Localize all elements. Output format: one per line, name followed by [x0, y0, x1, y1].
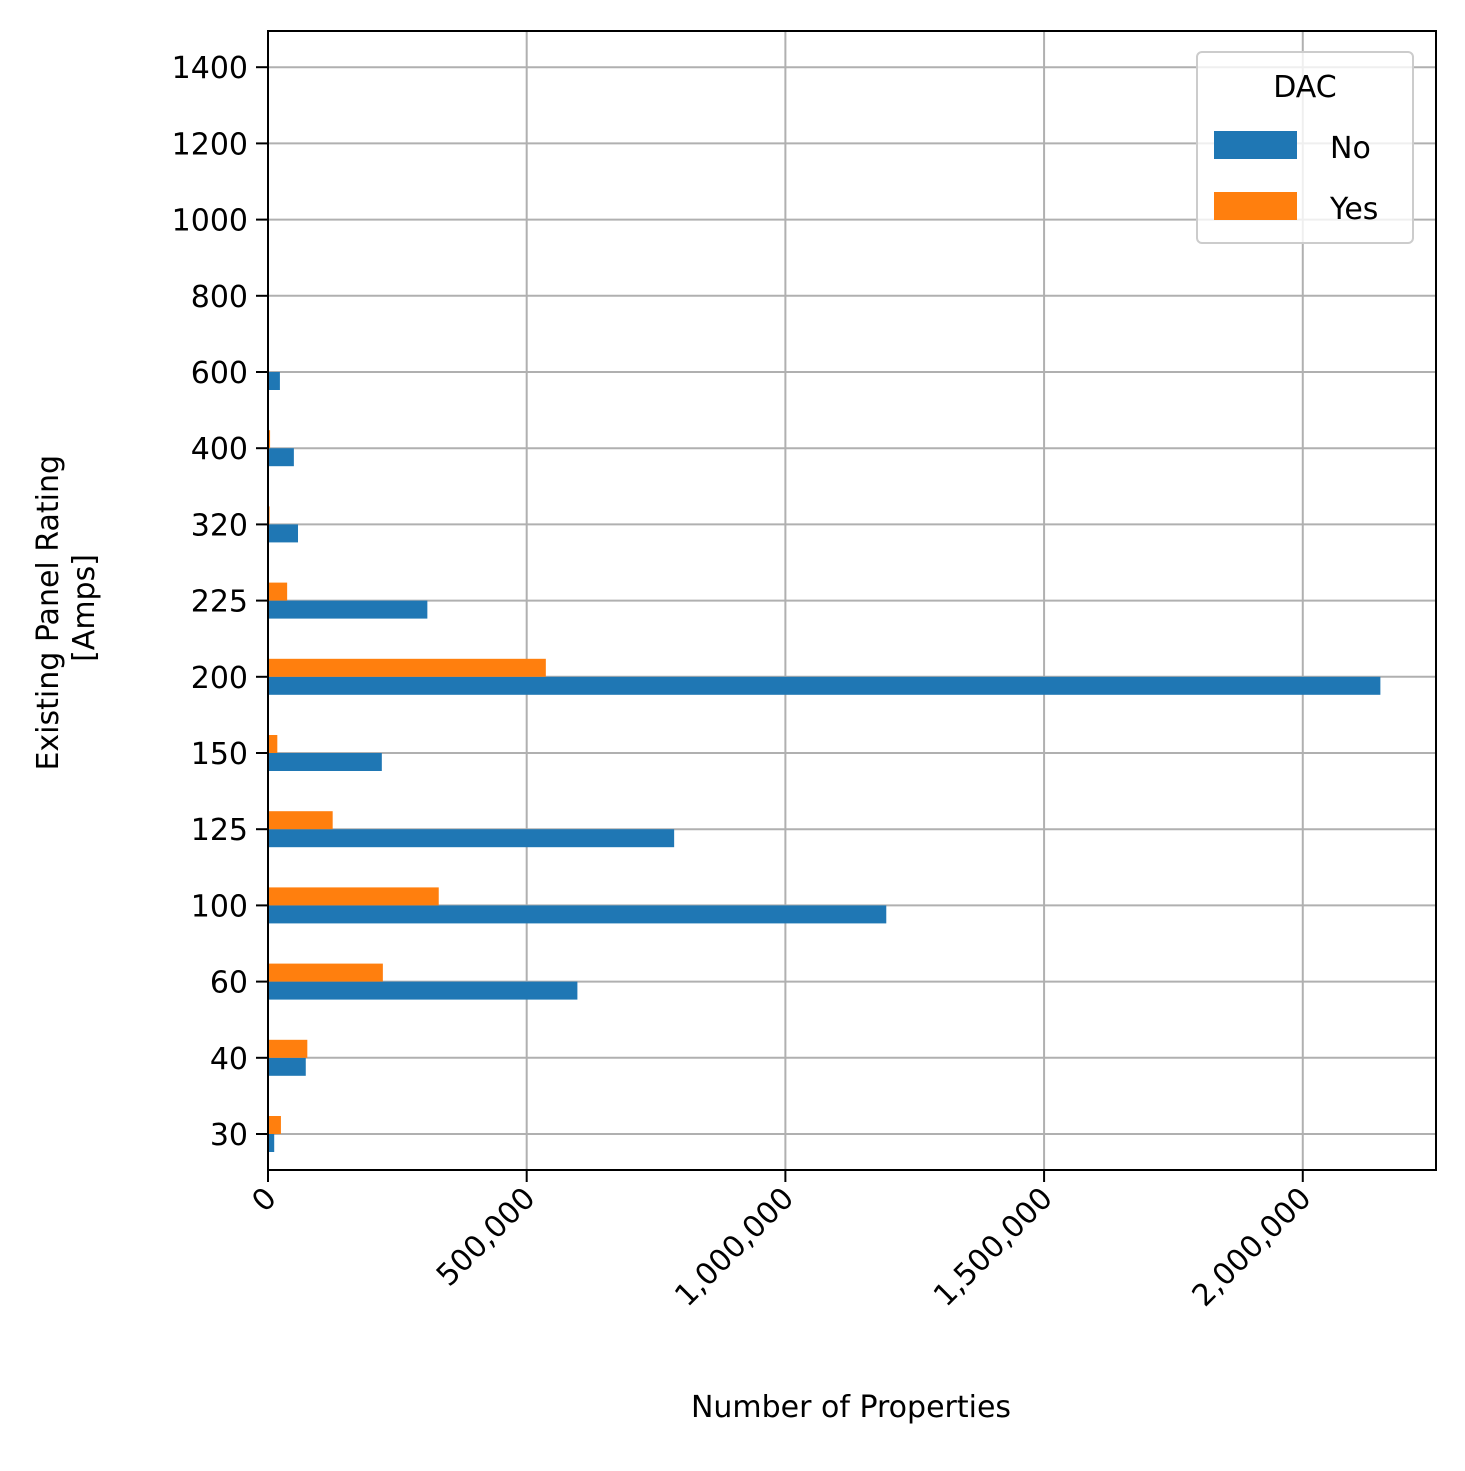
y-axis-title-line-2: [Amps] [67, 554, 102, 662]
bars [268, 354, 1381, 1152]
bar-no-320 [268, 524, 299, 543]
legend-swatch-no [1214, 131, 1297, 159]
legend-label-yes: Yes [1329, 192, 1378, 227]
bar-yes-60 [268, 963, 383, 982]
y-tick-label: 100 [191, 889, 248, 924]
bar-no-150 [268, 753, 382, 771]
x-tick-label: 500,000 [430, 1181, 542, 1293]
bar-no-60 [268, 981, 578, 1000]
y-tick-label: 40 [210, 1042, 248, 1077]
bar-yes-225 [268, 582, 288, 601]
bar-no-400 [268, 448, 294, 467]
bar-no-200 [268, 676, 1381, 695]
bar-no-30 [268, 1134, 275, 1152]
legend: DAC No Yes [1196, 51, 1414, 244]
y-axis-title: Existing Panel Rating [Amps] [31, 445, 102, 770]
y-tick-label: 400 [191, 432, 248, 467]
bar-yes-200 [268, 658, 546, 677]
bar-yes-400 [268, 430, 271, 449]
y-tick-label: 600 [191, 356, 248, 391]
legend-swatch-yes [1214, 192, 1297, 220]
x-tick-label: 1,500,000 [927, 1181, 1060, 1314]
y-tick-label: 1000 [172, 204, 248, 239]
bar-no-100 [268, 905, 887, 924]
bar-yes-150 [268, 735, 278, 753]
y-tick-label: 60 [210, 966, 248, 1001]
x-tick-label: 0 [245, 1181, 283, 1219]
bar-yes-40 [268, 1039, 308, 1058]
x-axis-title: Number of Properties [691, 1390, 1011, 1425]
bar-yes-100 [268, 887, 439, 906]
legend-label-no: No [1330, 131, 1371, 166]
legend-title: DAC [1273, 70, 1337, 105]
x-tick-label: 2,000,000 [1186, 1181, 1319, 1314]
y-tick-label: 320 [191, 508, 248, 543]
y-tick-label: 800 [191, 280, 248, 315]
legend-items: No Yes [1214, 131, 1378, 227]
y-tick-label: 1400 [172, 51, 248, 86]
bar-yes-125 [268, 811, 333, 830]
bar-no-225 [268, 600, 428, 619]
bar-no-125 [268, 829, 675, 848]
y-tick-label: 150 [191, 737, 248, 772]
x-tick-label: 1,000,000 [668, 1181, 801, 1314]
bar-no-40 [268, 1057, 306, 1076]
y-tick-label: 200 [191, 661, 248, 696]
bar-yes-30 [268, 1116, 281, 1134]
y-axis-title-line-1: Existing Panel Rating [31, 455, 66, 771]
bar-no-600 [268, 372, 280, 390]
y-tick-label: 1200 [172, 127, 248, 162]
y-tick-label: 125 [191, 813, 248, 848]
y-tick-label: 30 [210, 1118, 248, 1153]
y-tick-label: 225 [191, 585, 248, 620]
